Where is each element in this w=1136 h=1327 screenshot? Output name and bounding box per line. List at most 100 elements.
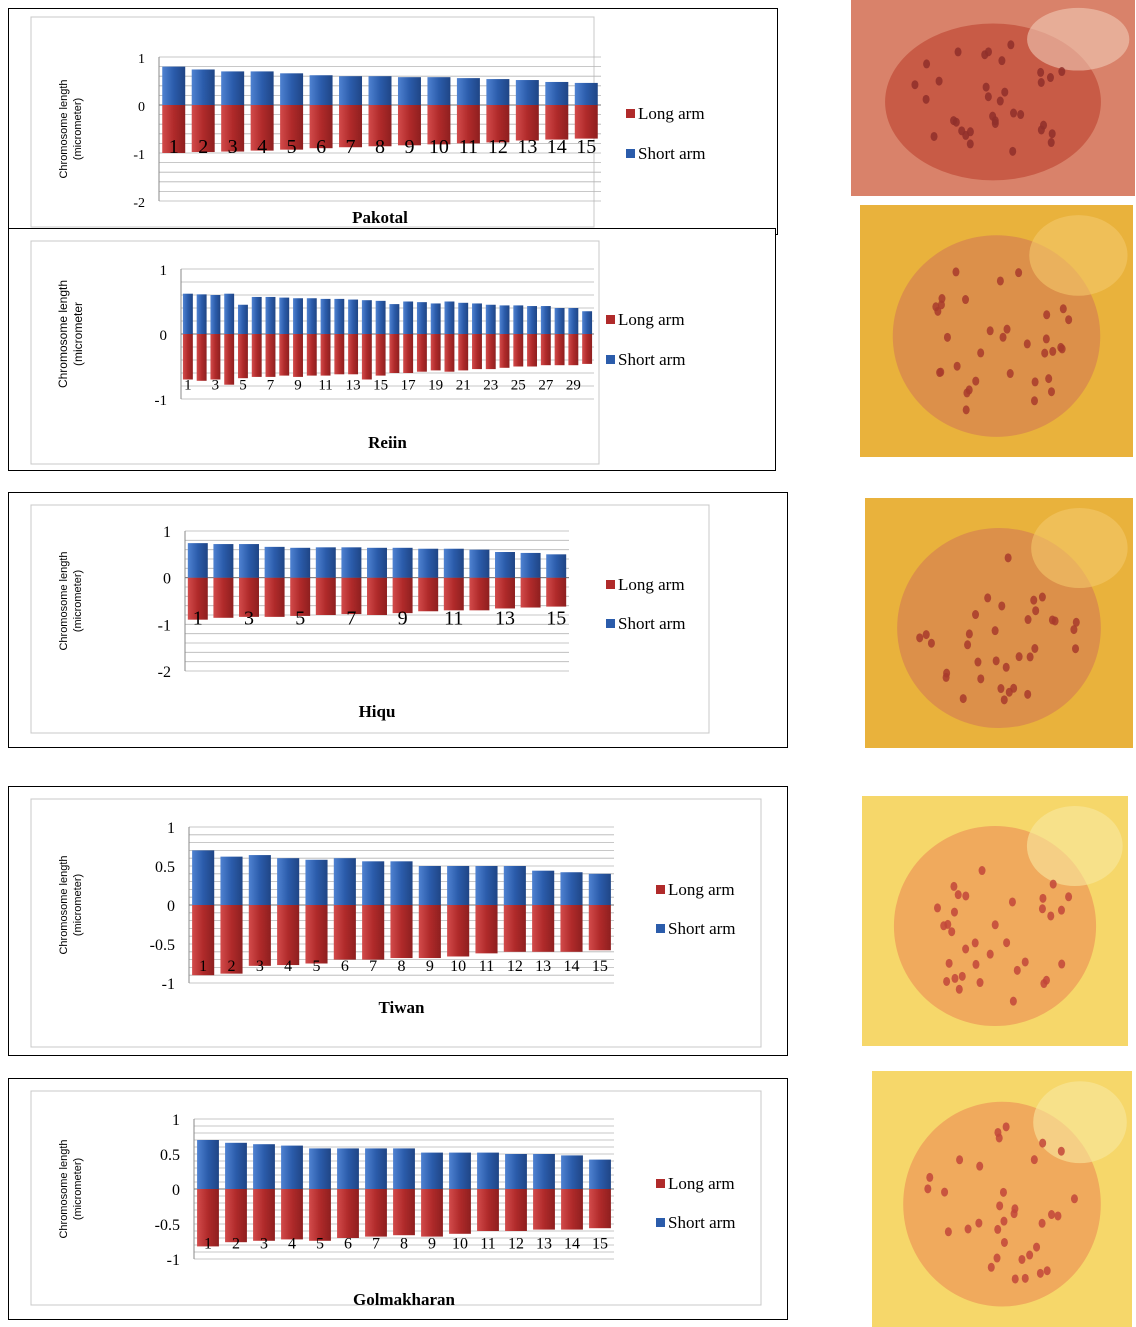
chromosome-dot: [1031, 643, 1039, 653]
chromosome-dot: [1013, 965, 1021, 975]
chromosome-dot: [930, 131, 938, 141]
y-axis-title: Chromosome length (micrometer): [58, 855, 84, 954]
chromosome-dot: [964, 1224, 972, 1234]
short-arm-bar: [315, 547, 336, 578]
short-arm-bar: [265, 296, 276, 334]
chromosome-dot: [999, 1187, 1007, 1197]
short-arm-bar: [392, 547, 413, 578]
short-arm-bar: [182, 293, 193, 334]
y-tick-label: 0: [172, 1182, 180, 1199]
category-label: 12: [508, 1236, 524, 1253]
y-tick-label: -0.5: [150, 937, 175, 954]
short-arm-bar: [375, 300, 386, 334]
chromosome-dot: [951, 973, 959, 983]
short-arm-bar: [568, 308, 579, 334]
short-arm-bar: [309, 75, 333, 105]
long-arm-bar: [389, 334, 400, 373]
chromosome-dot: [962, 405, 970, 415]
category-label: 29: [566, 378, 581, 394]
chromosome-dot: [954, 47, 962, 57]
long-arm-bar: [427, 105, 451, 145]
short-arm-bar: [582, 311, 593, 334]
chromosome-dot: [972, 959, 980, 969]
long-arm-bar: [520, 577, 541, 608]
chromosome-dot: [1045, 374, 1053, 384]
short-arm-bar: [220, 856, 243, 905]
chromosome-dot: [991, 118, 999, 128]
short-arm-bar: [533, 1154, 555, 1189]
y-tick-label: -0.5: [155, 1217, 180, 1234]
chromosome-dot: [1033, 1242, 1041, 1252]
chromosome-dot: [1043, 310, 1051, 320]
chromosome-dot: [952, 117, 960, 127]
legend-swatch: [626, 149, 635, 158]
long-arm-bar: [546, 577, 567, 607]
light-region: [1033, 1081, 1127, 1164]
long-arm-bar: [305, 905, 328, 964]
long-arm-bar: [443, 577, 464, 611]
reiin-chart: 10-11 3 5 7 9 11 13 15 17 19 21 23 25 27 29Chromosome …: [30, 240, 686, 465]
chromosome-dot: [976, 978, 984, 988]
chromosome-dot: [1037, 77, 1045, 87]
chromosome-dot: [994, 1127, 1002, 1137]
short-arm-bar: [293, 298, 303, 334]
chromosome-dot: [1026, 1250, 1034, 1260]
short-arm-bar: [532, 870, 555, 905]
hiqu-karyotype-photo: [865, 498, 1133, 748]
chromosome-dot: [1010, 1209, 1018, 1219]
y-axis-title: Chromosome length(micrometer: [56, 280, 85, 388]
long-arm-bar: [554, 334, 565, 366]
long-arm-bar: [191, 105, 215, 153]
long-arm-bar: [281, 1189, 303, 1240]
chromosome-dot: [922, 94, 930, 104]
category-label: 11: [479, 958, 494, 975]
y-tick-label: 1: [163, 524, 171, 541]
chromosome-dot: [937, 300, 945, 310]
short-arm-bar: [486, 79, 510, 105]
chromosome-dot: [1008, 897, 1016, 907]
long-arm-bar: [472, 334, 482, 370]
chromosome-dot: [1002, 1122, 1010, 1132]
chromosome-dot: [1015, 652, 1023, 662]
short-arm-bar: [309, 1148, 331, 1189]
short-arm-bar: [527, 306, 538, 334]
category-label: 12: [488, 136, 508, 158]
short-arm-bar: [334, 298, 345, 334]
category-label: 6: [341, 958, 349, 975]
chromosome-dot: [1003, 938, 1011, 948]
short-arm-bar: [306, 298, 317, 334]
long-arm-bar: [397, 105, 421, 146]
chromosome-dot: [1000, 695, 1008, 705]
legend-swatch: [656, 1179, 665, 1188]
chromosome-dot: [978, 866, 986, 876]
short-arm-bar: [221, 71, 245, 105]
chromosome-dot: [996, 1201, 1004, 1211]
chromosome-dot: [986, 949, 994, 959]
long-arm-bar: [513, 334, 524, 367]
category-label: 4: [288, 1236, 296, 1253]
chromosome-dot: [1041, 348, 1049, 358]
chromosome-dot: [982, 82, 990, 92]
chromosome-dot: [954, 890, 962, 900]
long-arm-bar: [444, 334, 455, 372]
chromosome-dot: [1000, 1216, 1008, 1226]
short-arm-bar: [589, 1159, 611, 1189]
chromosome-dot: [997, 684, 1005, 694]
long-arm-bar: [485, 334, 496, 370]
category-label: 15: [592, 958, 608, 975]
category-label: 9: [294, 378, 302, 394]
reiin-karyotype-photo: [860, 205, 1133, 457]
long-arm-bar: [505, 1189, 527, 1231]
long-arm-bar: [588, 905, 611, 951]
category-label: 25: [511, 378, 526, 394]
long-arm-bar: [361, 334, 372, 380]
tiwan-karyotype-photo: [862, 796, 1128, 1046]
chromosome-dot: [972, 610, 980, 620]
chromosome-dot: [1026, 652, 1034, 662]
chromosome-dot: [1010, 108, 1018, 118]
short-arm-bar: [196, 294, 207, 334]
long-arm-bar: [456, 105, 480, 144]
chromosome-dot: [952, 267, 960, 277]
y-tick-label: 1: [160, 263, 168, 279]
chromosome-dot: [965, 629, 973, 639]
